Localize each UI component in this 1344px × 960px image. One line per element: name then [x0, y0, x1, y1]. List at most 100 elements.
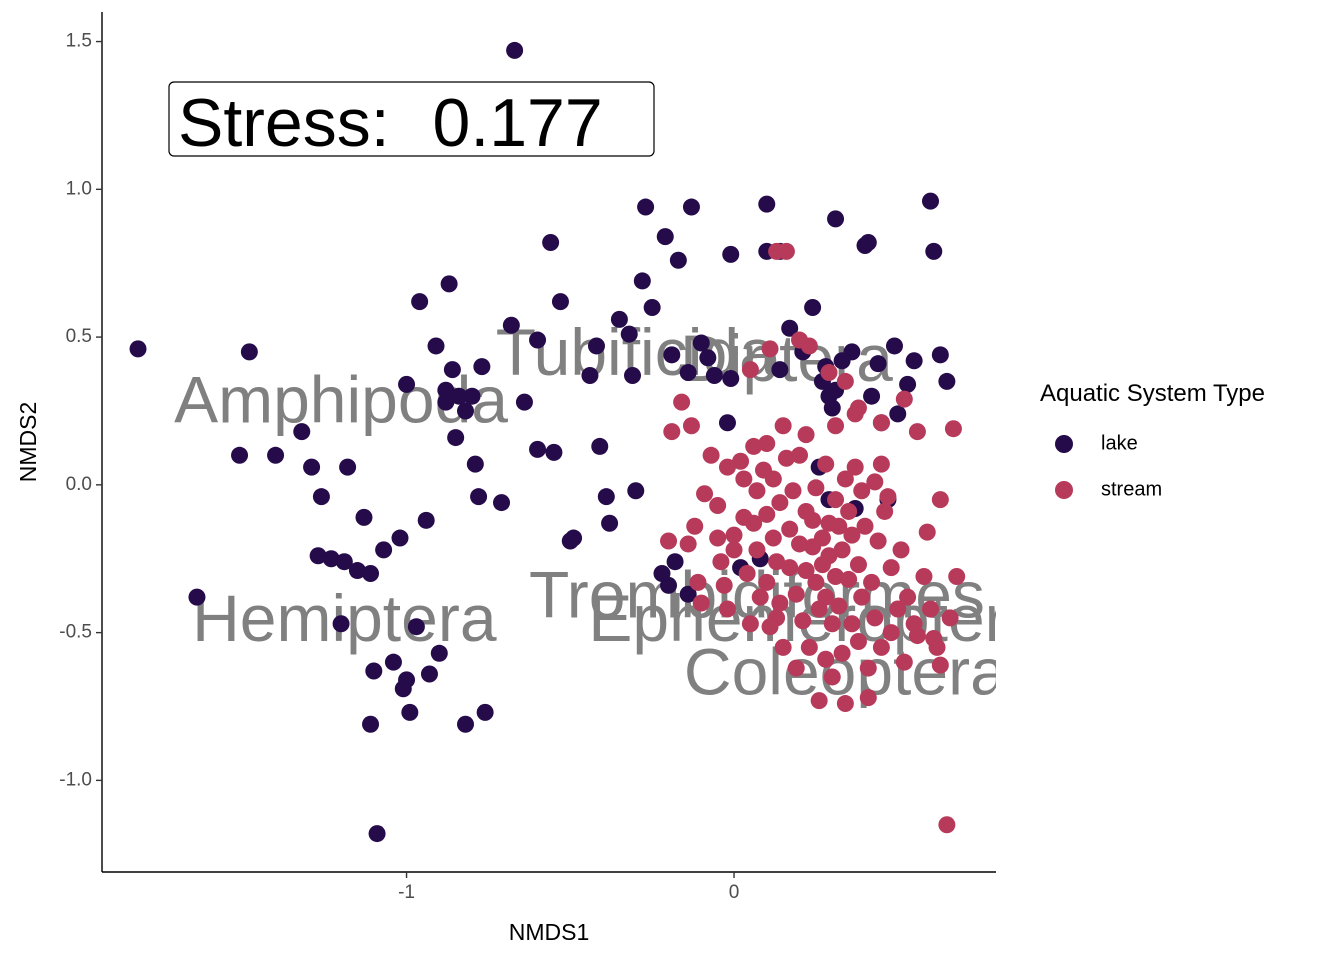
lake-point — [679, 585, 697, 603]
lake-point — [722, 245, 740, 263]
lake-point — [643, 299, 661, 317]
stream-point — [908, 423, 926, 441]
stream-point — [836, 695, 854, 713]
lake-point — [938, 372, 956, 390]
stream-point — [859, 689, 877, 707]
lake-point — [293, 423, 311, 441]
stream-point — [673, 393, 691, 411]
stream-point — [918, 523, 936, 541]
stream-point — [660, 532, 678, 550]
stream-point — [787, 659, 805, 677]
lake-point — [470, 488, 488, 506]
lake-point — [362, 565, 380, 583]
legend-label-lake: lake — [1101, 432, 1138, 454]
stream-point — [781, 520, 799, 538]
lake-point — [355, 508, 373, 526]
stream-point — [692, 594, 710, 612]
y-tick-label: 1.0 — [66, 178, 92, 199]
stream-point — [751, 588, 769, 606]
stream-point — [715, 576, 733, 594]
stream-point — [791, 535, 809, 553]
lake-point — [391, 529, 409, 547]
stream-point — [758, 573, 776, 591]
stream-point — [833, 644, 851, 662]
stream-point — [830, 597, 848, 615]
stream-point — [869, 532, 887, 550]
stream-point — [827, 417, 845, 435]
lake-point — [889, 405, 907, 423]
stream-point — [931, 491, 949, 509]
stream-point — [817, 650, 835, 668]
stream-point — [771, 494, 789, 512]
lake-point — [601, 514, 619, 532]
stream-point — [813, 529, 831, 547]
lake-point — [188, 588, 206, 606]
y-tick-label: 0.0 — [66, 474, 92, 495]
stream-point — [931, 656, 949, 674]
stream-point — [833, 541, 851, 559]
lake-point — [443, 361, 461, 379]
lake-point — [401, 703, 419, 721]
stream-point — [741, 615, 759, 633]
y-tick-label: -1.0 — [59, 769, 92, 790]
lake-point — [627, 482, 645, 500]
stress-value: 0.177 — [433, 85, 603, 161]
lake-point — [493, 494, 511, 512]
stream-point — [810, 692, 828, 710]
lake-point — [407, 618, 425, 636]
stream-point — [863, 573, 881, 591]
lake-point — [437, 393, 455, 411]
lake-point — [633, 272, 651, 290]
y-tick-label: -0.5 — [59, 622, 92, 643]
stream-point — [817, 588, 835, 606]
stream-point — [800, 638, 818, 656]
stream-point — [846, 458, 864, 476]
stream-point — [768, 609, 786, 627]
lake-point — [437, 381, 455, 399]
svg-text:Stress: 0.177: Stress: 0.177 — [178, 85, 603, 161]
stream-point — [748, 541, 766, 559]
stream-point — [849, 399, 867, 417]
stream-point — [827, 491, 845, 509]
stream-point — [807, 573, 825, 591]
stream-point — [849, 556, 867, 574]
lake-point — [869, 355, 887, 373]
lake-point — [653, 565, 671, 583]
lake-point — [362, 715, 380, 733]
stream-point — [827, 567, 845, 585]
stream-point — [895, 653, 913, 671]
lake-point — [682, 198, 700, 216]
stream-point — [768, 553, 786, 571]
legend-label-stream: stream — [1101, 478, 1162, 500]
legend-key-stream — [1055, 481, 1073, 499]
stream-point — [948, 567, 966, 585]
lake-point — [365, 662, 383, 680]
stream-point — [843, 615, 861, 633]
lake-point — [476, 703, 494, 721]
stream-point — [928, 638, 946, 656]
stream-point — [784, 482, 802, 500]
lake-point — [529, 331, 547, 349]
lake-point — [823, 399, 841, 417]
stream-point — [879, 488, 897, 506]
stream-point — [843, 526, 861, 544]
lake-point — [545, 443, 563, 461]
stream-point — [745, 437, 763, 455]
lake-point — [332, 615, 350, 633]
stream-point — [941, 609, 959, 627]
stream-point — [663, 423, 681, 441]
lake-point — [859, 234, 877, 252]
lake-point — [843, 343, 861, 361]
lake-point — [267, 446, 285, 464]
lake-point — [610, 310, 628, 328]
legend: Aquatic System Type lake stream — [1040, 380, 1265, 500]
stream-point — [938, 816, 956, 834]
stream-point — [794, 612, 812, 630]
stream-point — [682, 417, 700, 435]
lake-point — [781, 319, 799, 337]
lake-point — [384, 653, 402, 671]
lake-point — [129, 340, 147, 358]
lake-point — [561, 532, 579, 550]
lake-point — [656, 228, 674, 246]
